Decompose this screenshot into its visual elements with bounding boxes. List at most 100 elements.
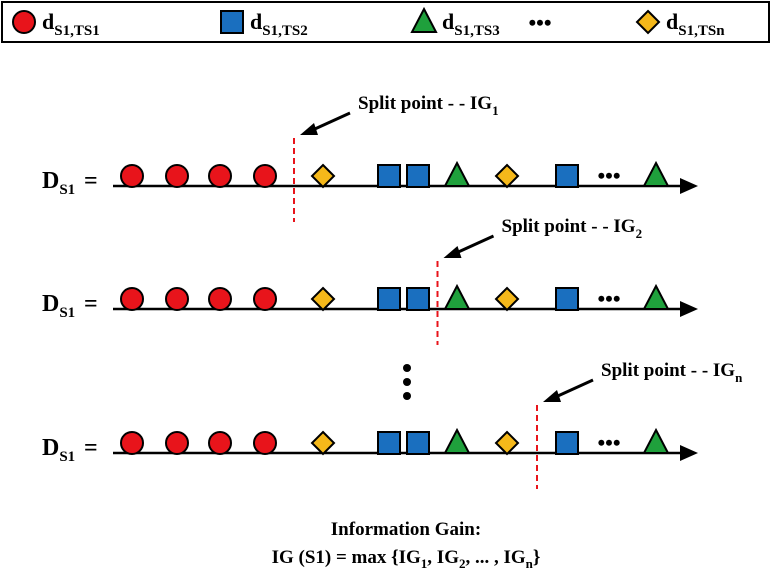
sample-circle <box>253 287 277 311</box>
formula-text: , IG <box>427 547 459 568</box>
footer: Information Gain: IG (S1) = max {IG1, IG… <box>272 519 541 571</box>
sample-diamond <box>494 430 520 456</box>
sample-circle <box>120 164 144 188</box>
legend-label-1: dS1,TS1 <box>42 9 100 39</box>
sample-triangle <box>642 160 670 187</box>
vertical-dot <box>403 364 411 372</box>
footer-formula: IG (S1) = max {IG1, IG2, ... , IGn} <box>272 547 541 571</box>
sample-square <box>555 164 579 188</box>
legend-label-1-base: d <box>42 9 54 34</box>
sample-diamond <box>310 430 336 456</box>
equals-sign: = <box>84 291 98 317</box>
legend-ellipsis: ••• <box>528 10 551 35</box>
sample-diamond <box>494 286 520 312</box>
sample-triangle <box>443 160 471 187</box>
sample-triangle <box>642 427 670 454</box>
sample-circle <box>253 431 277 455</box>
sample-square <box>555 431 579 455</box>
sample-circle <box>165 164 189 188</box>
row-label-base: D <box>42 435 59 461</box>
legend: dS1,TS1 dS1,TS2 dS1,TS3 dS1,TSn••• <box>12 6 725 39</box>
legend-label-4: dS1,TSn <box>666 9 725 39</box>
sequence-ellipsis: ••• <box>597 163 620 188</box>
formula-subscript: 2 <box>459 556 466 571</box>
split-point-label-base: Split point - - IG <box>358 93 492 114</box>
split-pointer-arrowhead <box>543 390 561 402</box>
sample-circle <box>208 287 232 311</box>
legend-label-2-subscript: S1,TS2 <box>262 23 307 39</box>
axis-arrowhead <box>680 178 698 194</box>
split-point-label-subscript: 1 <box>492 103 499 118</box>
formula-subscript: n <box>526 556 534 571</box>
sample-square <box>406 431 430 455</box>
sample-diamond <box>494 163 520 189</box>
legend-label-1-subscript: S1,TS1 <box>54 23 99 39</box>
sample-diamond <box>310 163 336 189</box>
row-label-subscript: S1 <box>59 182 75 198</box>
legend-label-3: dS1,TS3 <box>442 9 500 39</box>
axis-arrowhead <box>680 301 698 317</box>
sample-square <box>406 164 430 188</box>
axis-arrowhead <box>680 445 698 461</box>
row-label-subscript: S1 <box>59 305 75 321</box>
legend-label-4-base: d <box>666 9 678 34</box>
sample-square <box>555 287 579 311</box>
sample-triangle <box>443 283 471 310</box>
sample-square <box>406 287 430 311</box>
vertical-dot <box>403 392 411 400</box>
formula-subscript: 1 <box>421 556 428 571</box>
split-point-label-base: Split point - - IG <box>502 216 636 237</box>
sequence-ellipsis: ••• <box>597 286 620 311</box>
equals-sign: = <box>84 435 98 461</box>
row-label-base: D <box>42 168 59 194</box>
split-pointer-arrowhead <box>443 246 462 258</box>
formula-text: IG (S1) = max {IG <box>272 547 421 568</box>
sample-circle <box>120 431 144 455</box>
split-point-label-subscript: 2 <box>636 226 643 241</box>
dataset-row-2: DS1 = ••• Split point - - IG2 <box>42 216 698 345</box>
sample-triangle <box>642 283 670 310</box>
sample-circle <box>165 431 189 455</box>
dataset-row-1: DS1 = ••• Split point - - IG1 <box>42 93 698 222</box>
sample-circle <box>208 431 232 455</box>
split-point-label-base: Split point - - IG <box>601 360 735 381</box>
row-label: DS1 <box>42 168 75 198</box>
sequence-ellipsis: ••• <box>597 430 620 455</box>
legend-label-3-base: d <box>442 9 454 34</box>
vertical-dot <box>403 378 411 386</box>
split-point-label: Split point - - IG2 <box>502 216 643 241</box>
legend-square-icon <box>220 10 244 34</box>
sample-square <box>377 164 401 188</box>
legend-label-4-subscript: S1,TSn <box>678 23 725 39</box>
split-pointer-arrowhead <box>300 123 318 135</box>
row-label-subscript: S1 <box>59 449 75 465</box>
split-point-label: Split point - - IG1 <box>358 93 499 118</box>
sample-triangle <box>443 427 471 454</box>
legend-label-2-base: d <box>250 9 262 34</box>
split-point-label: Split point - - IGn <box>601 360 743 385</box>
sample-circle <box>208 164 232 188</box>
footer-title: Information Gain: <box>331 519 481 540</box>
sample-diamond <box>310 286 336 312</box>
sample-square <box>377 287 401 311</box>
split-point-label-subscript: n <box>735 370 743 385</box>
row-label-base: D <box>42 291 59 317</box>
formula-text: , ... , IG <box>465 547 525 568</box>
row-label: DS1 <box>42 291 75 321</box>
dataset-row-3: DS1 = ••• Split point - - IGn <box>42 360 743 489</box>
legend-triangle-icon <box>410 6 438 33</box>
legend-label-3-subscript: S1,TS3 <box>454 23 499 39</box>
sample-circle <box>120 287 144 311</box>
legend-circle-icon <box>12 10 36 34</box>
vertical-ellipsis <box>403 364 411 400</box>
legend-label-2: dS1,TS2 <box>250 9 308 39</box>
equals-sign: = <box>84 168 98 194</box>
sample-square <box>377 431 401 455</box>
formula-text: } <box>533 547 541 568</box>
sample-circle <box>253 164 277 188</box>
legend-diamond-icon <box>635 9 661 35</box>
sample-circle <box>165 287 189 311</box>
row-label: DS1 <box>42 435 75 465</box>
